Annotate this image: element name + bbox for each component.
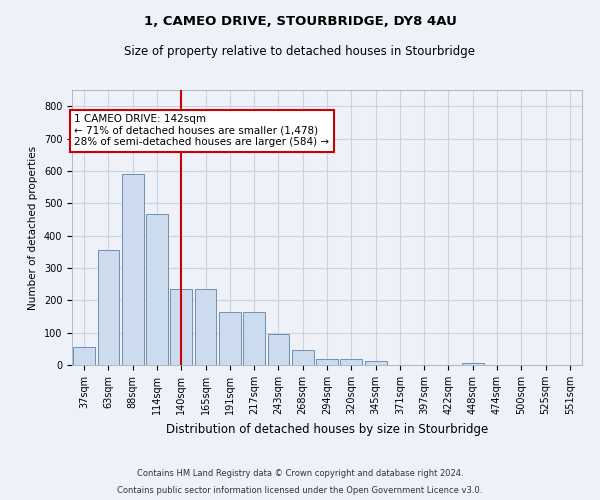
- Bar: [365, 361, 386, 365]
- Bar: [122, 174, 143, 365]
- Bar: [219, 312, 241, 365]
- Bar: [73, 347, 95, 365]
- X-axis label: Distribution of detached houses by size in Stourbridge: Distribution of detached houses by size …: [166, 422, 488, 436]
- Bar: [194, 289, 217, 365]
- Bar: [316, 359, 338, 365]
- Bar: [170, 289, 192, 365]
- Bar: [146, 214, 168, 365]
- Text: 1, CAMEO DRIVE, STOURBRIDGE, DY8 4AU: 1, CAMEO DRIVE, STOURBRIDGE, DY8 4AU: [143, 15, 457, 28]
- Bar: [243, 312, 265, 365]
- Bar: [268, 334, 289, 365]
- Text: Size of property relative to detached houses in Stourbridge: Size of property relative to detached ho…: [125, 45, 476, 58]
- Bar: [292, 350, 314, 365]
- Text: Contains HM Land Registry data © Crown copyright and database right 2024.: Contains HM Land Registry data © Crown c…: [137, 468, 463, 477]
- Text: Contains public sector information licensed under the Open Government Licence v3: Contains public sector information licen…: [118, 486, 482, 495]
- Y-axis label: Number of detached properties: Number of detached properties: [28, 146, 38, 310]
- Bar: [97, 250, 119, 365]
- Bar: [462, 364, 484, 365]
- Bar: [340, 359, 362, 365]
- Text: 1 CAMEO DRIVE: 142sqm
← 71% of detached houses are smaller (1,478)
28% of semi-d: 1 CAMEO DRIVE: 142sqm ← 71% of detached …: [74, 114, 329, 148]
